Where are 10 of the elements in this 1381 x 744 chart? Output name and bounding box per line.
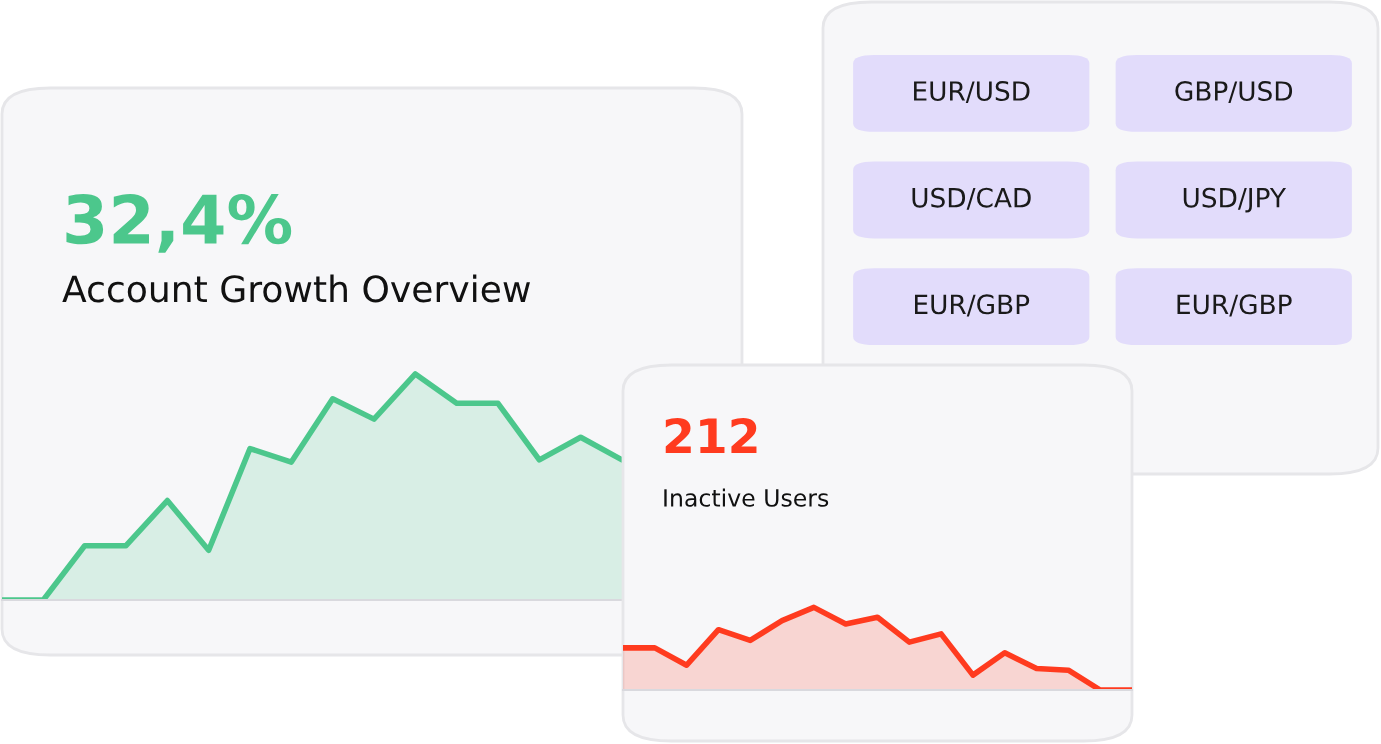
chart-subtitle: Account Growth Overview — [62, 274, 530, 303]
chart-subtitle: Inactive Users — [664, 488, 829, 507]
text: EUR/GBP — [915, 294, 1030, 317]
text: GBP/USD — [1175, 81, 1293, 104]
chart-title: 32,4% — [66, 193, 292, 253]
chart-title: 212 — [665, 417, 757, 454]
text: USD/CAD — [912, 187, 1031, 210]
text: EUR/USD — [914, 81, 1030, 104]
text: USD/JPY — [1183, 187, 1287, 213]
text: EUR/GBP — [1177, 294, 1292, 317]
